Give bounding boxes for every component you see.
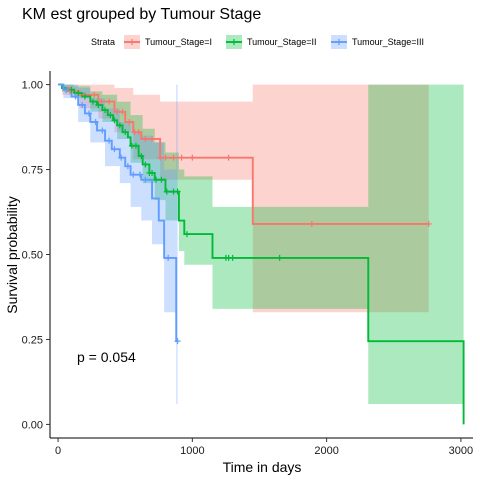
series-1-censor-mark — [225, 154, 232, 161]
confidence-bands — [58, 84, 464, 425]
legend-item-1: Tumour_Stage=I — [124, 35, 212, 49]
series-2-censor-mark — [276, 254, 283, 261]
series-1-censor-mark — [189, 154, 196, 161]
x-axis-label: Time in days — [223, 459, 302, 475]
series-2-censor-mark — [158, 176, 165, 183]
series-2-censor-mark — [229, 254, 236, 261]
legend-item-3: Tumour_Stage=III — [331, 35, 424, 49]
x-tick-label: 3000 — [449, 445, 473, 457]
series-1-censor-mark — [126, 118, 133, 125]
y-tick-label: 1.00 — [22, 80, 43, 92]
series-2-censor-mark — [183, 231, 190, 238]
p-value-annotation: p = 0.054 — [77, 349, 136, 365]
series-2-censor-mark — [132, 142, 139, 149]
x-tick-label: 0 — [55, 445, 61, 457]
series-3-censor-mark — [99, 127, 106, 134]
series-3-censor-mark — [106, 137, 113, 144]
series-1-censor-mark — [114, 108, 121, 115]
series-2-censor-mark — [174, 188, 181, 195]
y-tick-label: 0.75 — [22, 165, 43, 177]
x-tick-label: 1000 — [180, 445, 204, 457]
series-2-censor-mark — [81, 93, 88, 100]
series-2-censor-mark — [95, 101, 102, 108]
series-1-censor-mark — [149, 135, 156, 142]
series-2-censor-mark — [142, 161, 149, 168]
series-2-censor-mark — [116, 122, 123, 129]
series-2-ci-band — [58, 84, 464, 425]
series-2-censor-mark — [107, 112, 114, 119]
series-1-censor-mark — [178, 154, 185, 161]
series-1-ci-band — [58, 84, 429, 313]
series-3-censor-mark — [142, 176, 149, 183]
legend-key-censor-mark — [336, 39, 342, 45]
series-3-censor-mark — [85, 110, 92, 117]
legend-title: Strata — [91, 37, 115, 47]
legend-label-3: Tumour_Stage=III — [352, 37, 424, 47]
series-2-censor-mark — [122, 129, 129, 136]
series-3-censor-mark — [165, 254, 172, 261]
legend: Strata Tumour_Stage=I Tumour_Stage=II Tumo… — [91, 35, 424, 49]
series-3-censor-mark — [136, 171, 143, 178]
series-3-censor-mark — [111, 146, 118, 153]
series-1-censor-mark — [119, 108, 126, 115]
legend-key-censor-mark — [129, 39, 135, 45]
series-2-censor-mark — [89, 98, 96, 105]
x-tick-label: 2000 — [314, 445, 338, 457]
series-1-censor-mark — [170, 154, 177, 161]
series-2-censor-mark — [75, 90, 82, 97]
series-2-censor-mark — [153, 176, 160, 183]
series-1-censor-mark — [308, 220, 315, 227]
series-3-censor-mark — [79, 101, 86, 108]
legend-item-2: Tumour_Stage=II — [226, 35, 316, 49]
series-3-censor-mark — [174, 338, 181, 345]
censor-marks — [63, 86, 432, 345]
series-3-censor-mark — [124, 163, 131, 170]
series-1-censor-mark — [425, 220, 432, 227]
series-2-censor-mark — [111, 117, 118, 124]
series-2-censor-mark — [68, 86, 75, 93]
series-3-censor-mark — [118, 154, 125, 161]
y-axis-label: Survival probability — [4, 196, 20, 314]
series-1-censor-mark — [142, 135, 149, 142]
series-3-censor-mark — [92, 118, 99, 125]
legend-label-1: Tumour_Stage=I — [145, 37, 212, 47]
series-2-censor-mark — [138, 152, 145, 159]
legend-key-censor-mark — [231, 39, 237, 45]
series-3-censor-mark — [72, 93, 79, 100]
chart-title: KM est grouped by Tumour Stage — [22, 6, 261, 23]
series-1-censor-mark — [106, 98, 113, 105]
series-1-censor-mark — [91, 91, 98, 98]
legend-label-2: Tumour_Stage=II — [247, 37, 316, 47]
y-tick-label: 0.00 — [22, 419, 43, 431]
series-3-censor-mark — [130, 171, 137, 178]
y-tick-label: 0.25 — [22, 334, 43, 346]
y-tick-label: 0.50 — [22, 250, 43, 262]
axes: 0 1000 2000 3000 0.00 0.25 0.50 0.75 1.00 — [22, 71, 473, 457]
series-2-censor-mark — [163, 188, 170, 195]
series-3-censor-mark — [63, 86, 70, 93]
series-2-censor-mark — [102, 107, 109, 114]
series-2-censor-mark — [149, 169, 156, 176]
series-1-censor-mark — [162, 154, 169, 161]
series-1-censor-mark — [135, 129, 142, 136]
series-1-censor-mark — [157, 154, 164, 161]
series-1-censor-mark — [98, 98, 105, 105]
